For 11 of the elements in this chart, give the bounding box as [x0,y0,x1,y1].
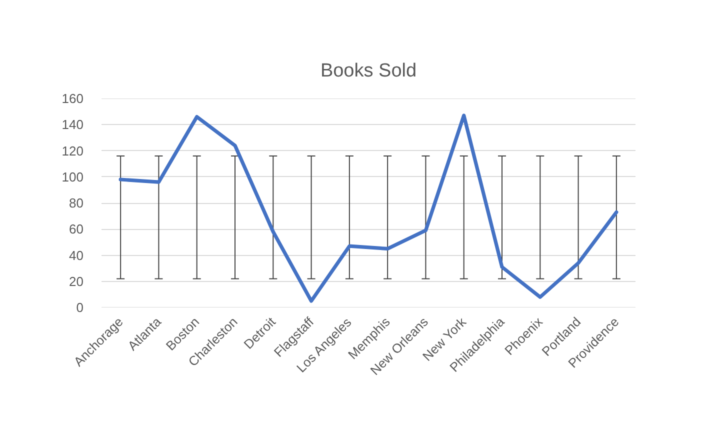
y-tick-label: 0 [76,300,84,315]
y-tick-label: 20 [69,274,84,289]
y-tick-label: 80 [69,196,84,210]
y-tick-label: 140 [62,117,84,132]
y-tick-label: 60 [69,222,84,237]
y-tick-label: 40 [69,248,84,263]
line-series [118,114,618,303]
y-tick-label: 160 [62,91,84,106]
y-tick-label: 120 [62,143,84,158]
y-tick-label: 100 [62,169,84,184]
chart-title: Books Sold [320,60,417,82]
